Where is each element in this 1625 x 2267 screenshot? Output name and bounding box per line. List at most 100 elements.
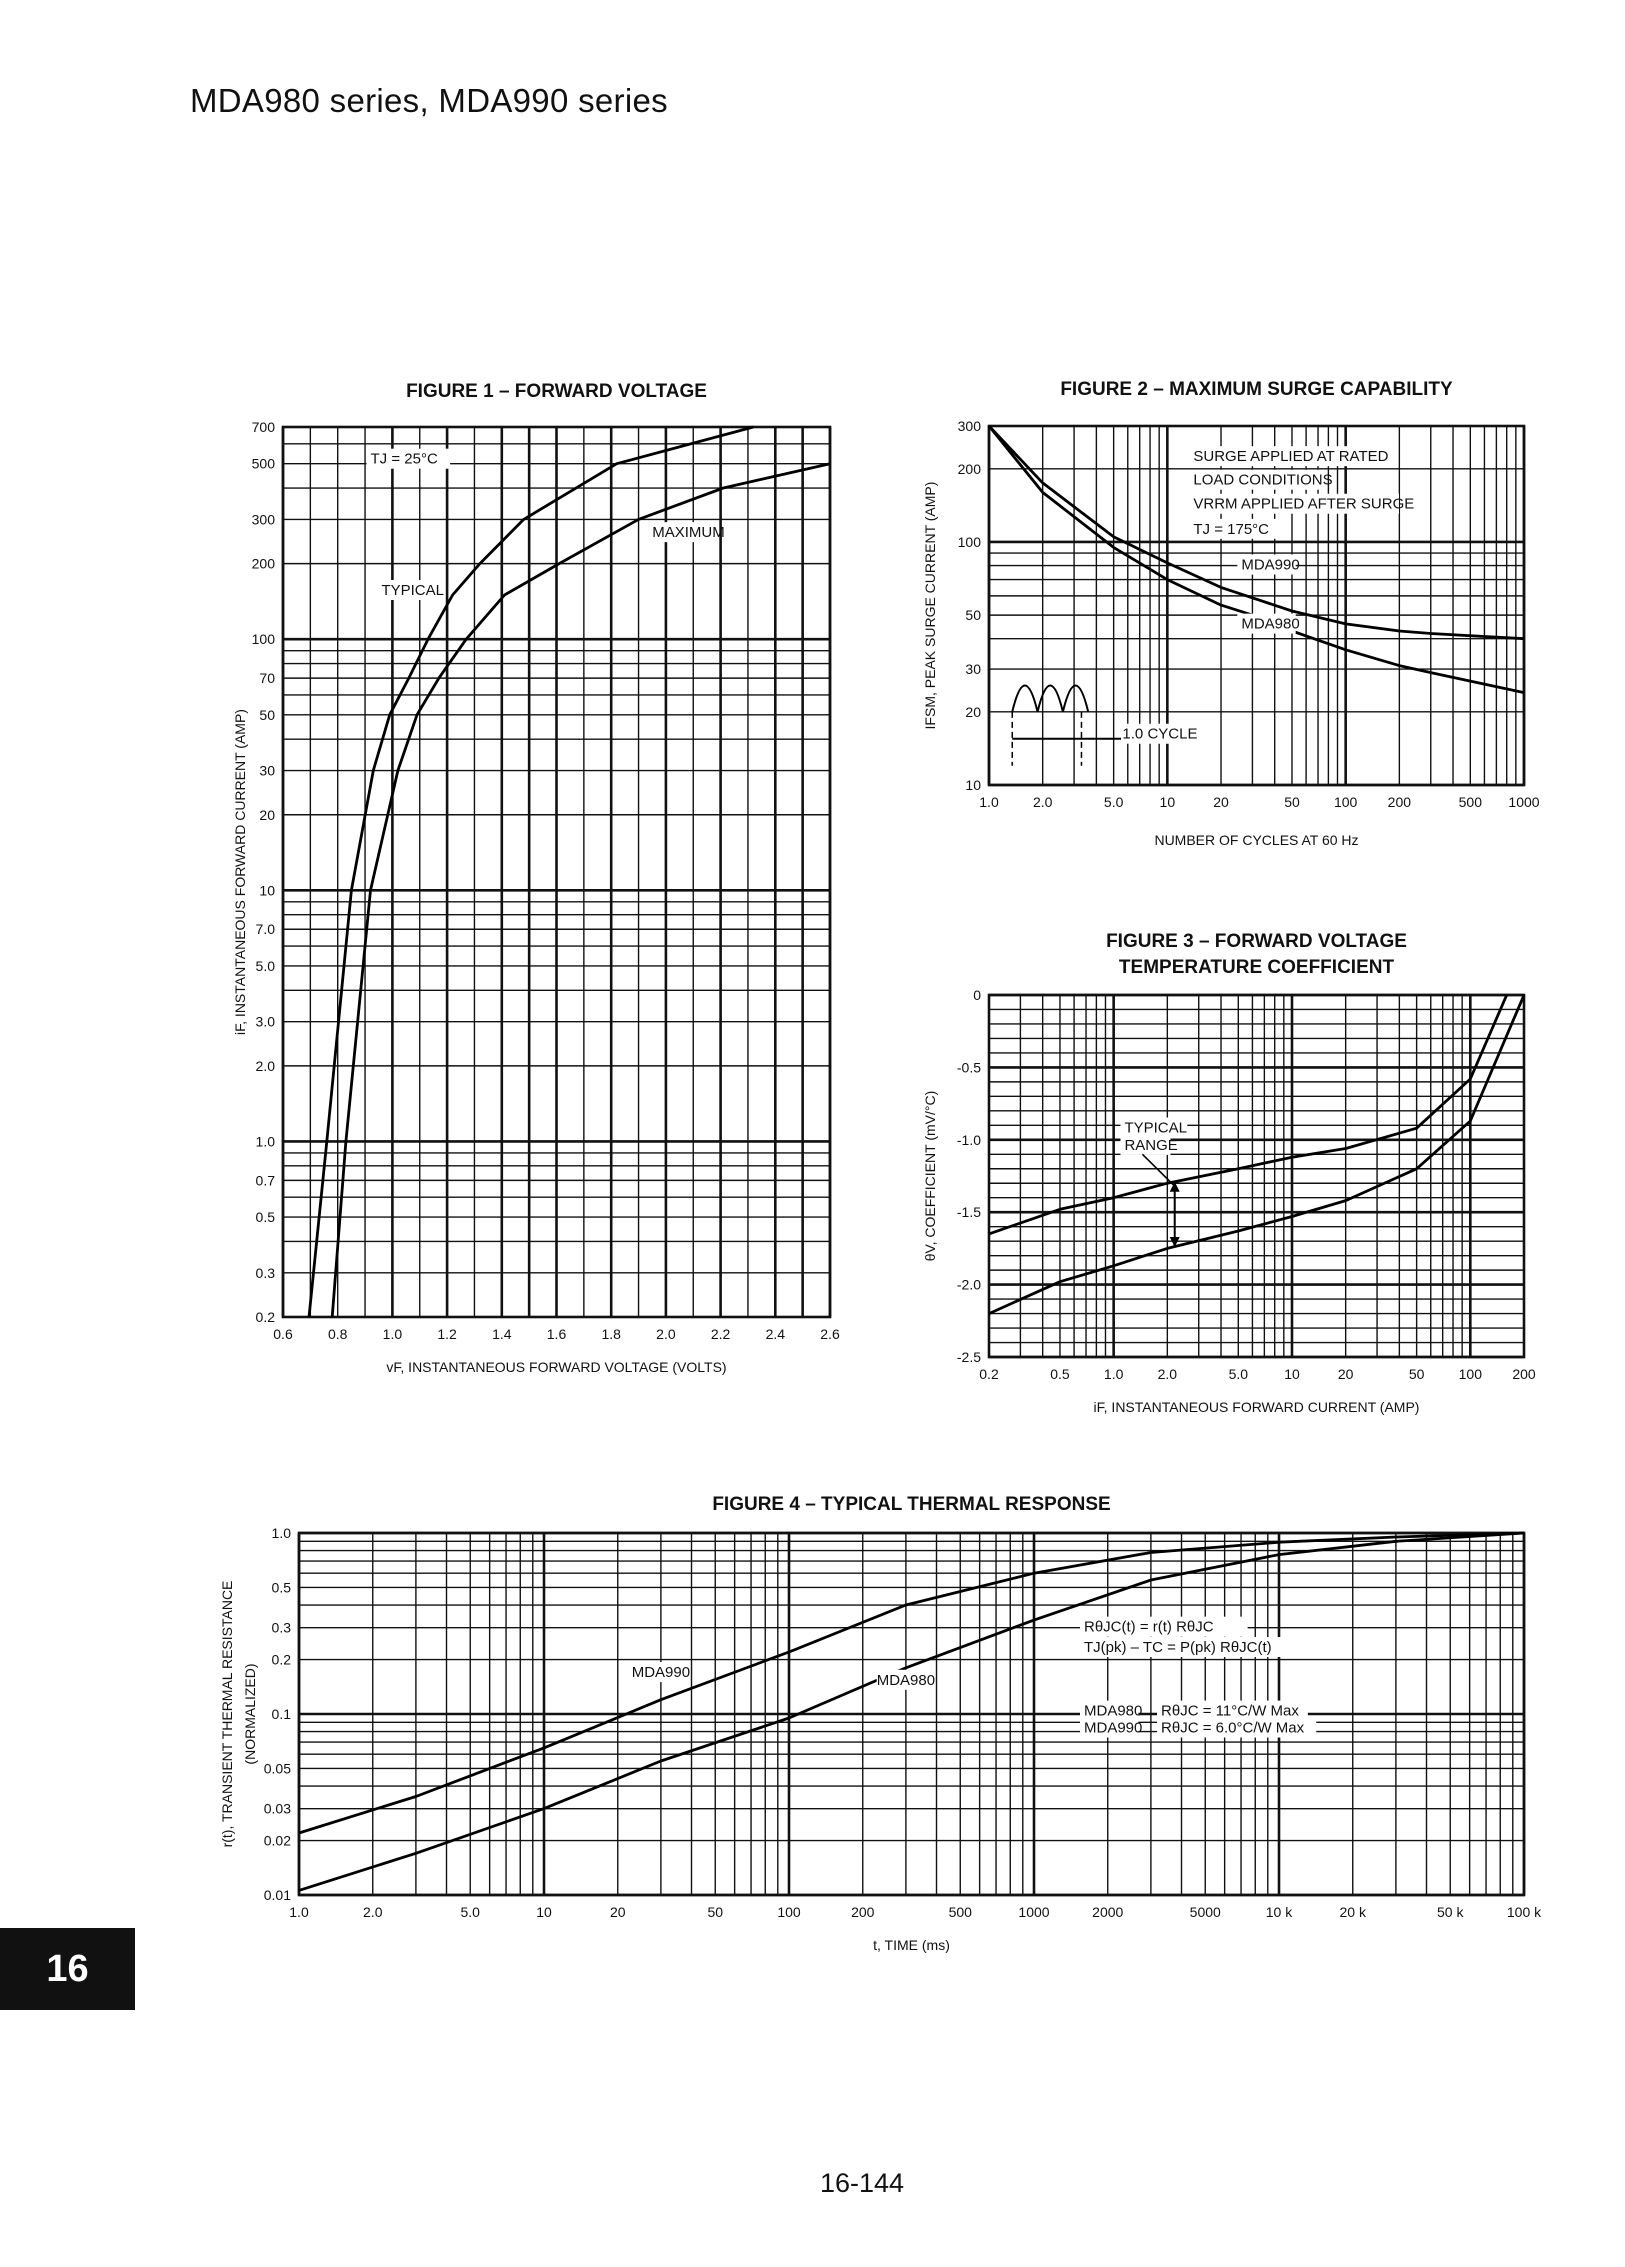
chart-annotation: MAXIMUM (652, 524, 725, 541)
x-tick-label: 5.0 (1229, 1366, 1249, 1382)
chart-annotation: LOAD CONDITIONS (1193, 472, 1332, 489)
x-tick-label: 200 (851, 1904, 875, 1920)
chart-fig1: FIGURE 1 – FORWARD VOLTAGE 0.6 0.8 1.0 1.2 1.… (232, 381, 840, 1375)
x-tick-label: 50 (1284, 794, 1300, 810)
series-line-typical-range-upper (988, 994, 1508, 1236)
chart-annotation: MDA980 (1241, 616, 1299, 633)
y-tick-label: 10 (965, 777, 981, 793)
y-tick-label: 0.3 (256, 1265, 276, 1281)
chart-annotation: TJ = 25°C (371, 451, 438, 468)
chart-fig3: FIGURE 3 – FORWARD VOLTAGE TEMPERATURE CO… (922, 931, 1536, 1415)
chart-title: FIGURE 3 – FORWARD VOLTAGE (1106, 931, 1407, 952)
y-tick-label: -2.0 (957, 1277, 981, 1293)
y-tick-label: 200 (252, 556, 276, 572)
x-axis-label: t, TIME (ms) (873, 1937, 950, 1953)
x-tick-label: 10 (536, 1904, 552, 1920)
annotation-background (366, 448, 451, 469)
chart-annotation: SURGE APPLIED AT RATED (1193, 448, 1388, 465)
annotation-background (1189, 469, 1324, 490)
x-tick-label: 1000 (1018, 1904, 1049, 1920)
y-tick-label: 50 (259, 707, 275, 723)
y-tick-label: 20 (259, 807, 275, 823)
chart-annotation: TYPICAL (1124, 1120, 1187, 1137)
x-tick-label: 1.6 (547, 1326, 567, 1342)
x-tick-label: 50 (1409, 1366, 1425, 1382)
chart-annotation: MDA980 (1084, 1703, 1142, 1720)
annotation-background (1080, 1717, 1139, 1738)
annotation-background (1120, 1117, 1188, 1138)
x-tick-label: 500 (1459, 794, 1483, 810)
y-tick-label: -2.5 (957, 1349, 981, 1365)
annotation-background (1237, 613, 1296, 634)
series-line-typical-range-lower (988, 994, 1526, 1315)
y-tick-label: 300 (958, 418, 982, 434)
x-tick-label: 50 (707, 1904, 723, 1920)
x-tick-label: 0.6 (273, 1326, 293, 1342)
y-tick-label: 0.05 (264, 1760, 291, 1776)
y-tick-label: 10 (259, 882, 275, 898)
x-tick-label: 20 (1338, 1366, 1354, 1382)
series-line-mda980 (298, 1531, 1525, 1892)
series-line-typical (307, 425, 754, 1318)
chart-annotation: RθJC(t) = r(t) RθJC (1084, 1619, 1214, 1636)
x-tick-label: 1000 (1508, 794, 1539, 810)
chart-annotation: MDA980 (877, 1672, 935, 1689)
y-axis-label: IFSM, PEAK SURGE CURRENT (AMP) (922, 482, 938, 730)
y-axis-label: θV, COEFFICIENT (mV/°C) (922, 1091, 938, 1262)
x-tick-label: 2.2 (711, 1326, 731, 1342)
chart-annotation: MDA990 (1241, 557, 1299, 574)
y-axis-label: iF, INSTANTANEOUS FORWARD CURRENT (AMP) (232, 709, 248, 1035)
x-tick-label: 20 k (1340, 1904, 1367, 1920)
y-tick-label: 0.2 (256, 1309, 276, 1325)
y-tick-label: 0.01 (264, 1887, 291, 1903)
chart-annotation: TJ = 175°C (1193, 521, 1269, 538)
x-axis-label: NUMBER OF CYCLES AT 60 Hz (1154, 832, 1358, 848)
annotation-background (648, 522, 716, 543)
x-tick-label: 5.0 (1104, 794, 1124, 810)
x-axis-label: vF, INSTANTANEOUS FORWARD VOLTAGE (VOLTS… (386, 1359, 726, 1375)
annotation-background (1189, 446, 1383, 467)
x-tick-label: 2.0 (656, 1326, 676, 1342)
y-tick-label: 0.1 (272, 1706, 292, 1722)
y-tick-label: 70 (259, 670, 275, 686)
y-tick-label: -1.5 (957, 1204, 981, 1220)
x-tick-label: 0.2 (979, 1366, 999, 1382)
x-tick-label: 2.0 (1033, 794, 1053, 810)
annotation-background (1189, 493, 1399, 514)
x-tick-label: 20 (1213, 794, 1229, 810)
y-tick-label: 30 (965, 661, 981, 677)
y-tick-label: 100 (958, 534, 982, 550)
series-line-mda990 (987, 425, 1525, 641)
x-tick-label: 1.0 (979, 794, 999, 810)
annotation-background (1237, 554, 1296, 575)
x-tick-label: 10 (1160, 794, 1176, 810)
page-number: 16-144 (820, 2168, 905, 2198)
y-tick-label: -0.5 (957, 1059, 981, 1075)
series-line-maximum (330, 462, 831, 1318)
x-tick-label: 10 (1284, 1366, 1300, 1382)
annotation-background (1080, 1700, 1139, 1721)
annotation-background (1118, 723, 1203, 744)
chart-annotation: MDA990 (1084, 1720, 1142, 1737)
y-tick-label: 300 (252, 511, 276, 527)
chart-annotation: RθJC = 11°C/W Max (1161, 1703, 1299, 1720)
y-tick-label: 0.02 (264, 1833, 291, 1849)
x-tick-label: 5000 (1190, 1904, 1221, 1920)
x-tick-label: 2.6 (820, 1326, 840, 1342)
y-tick-label: 30 (259, 763, 275, 779)
chart-annotation: TYPICAL (381, 582, 444, 599)
y-tick-label: 20 (965, 704, 981, 720)
y-tick-label: 0.5 (272, 1579, 292, 1595)
x-tick-label: 1.4 (492, 1326, 512, 1342)
y-tick-label: 700 (252, 419, 276, 435)
annotation-background (1189, 518, 1282, 539)
x-tick-label: 500 (949, 1904, 973, 1920)
y-tick-label: 2.0 (256, 1058, 276, 1074)
y-tick-label: 1.0 (256, 1133, 276, 1149)
x-tick-label: 100 (1334, 794, 1358, 810)
chart-title: FIGURE 4 – TYPICAL THERMAL RESPONSE (712, 1494, 1110, 1515)
y-tick-label: 0.2 (272, 1652, 292, 1668)
annotation-background (1080, 1637, 1315, 1658)
x-tick-label: 1.0 (383, 1326, 403, 1342)
